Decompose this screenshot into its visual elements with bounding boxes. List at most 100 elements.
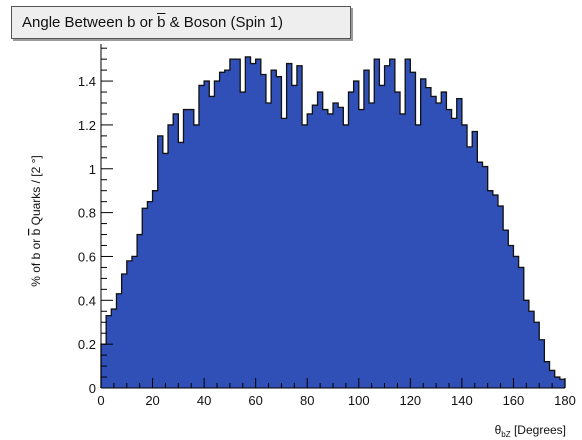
histogram-bar — [523, 300, 530, 388]
histogram-bar — [348, 92, 355, 389]
histogram-bar — [131, 256, 138, 388]
histogram-bar — [183, 109, 190, 389]
x-tick-label: 180 — [554, 393, 576, 408]
histogram-bar — [415, 124, 422, 388]
y-tick-label: 0.6 — [78, 249, 96, 264]
x-tick-label: 160 — [503, 393, 525, 408]
x-axis-label: θbZ [Degrees] — [495, 423, 566, 439]
histogram-bar — [477, 162, 483, 388]
axis-ticks — [100, 47, 566, 389]
x-tick-label: 140 — [451, 393, 473, 408]
histogram-bar — [513, 256, 519, 388]
histogram-bar — [286, 63, 293, 389]
histogram-bar — [245, 56, 251, 388]
histogram-bar — [482, 166, 489, 388]
y-tick-label: 0.4 — [78, 293, 96, 308]
histogram-bar — [255, 59, 262, 389]
histogram-bar — [430, 96, 437, 388]
x-label-theta: θ — [495, 423, 502, 437]
histogram-bar — [168, 124, 174, 388]
x-tick-label: 80 — [300, 393, 314, 408]
title-text-pre: Angle Between b or — [22, 14, 158, 31]
histogram-bar — [374, 59, 380, 389]
histogram-bar — [405, 59, 411, 389]
y-tick-label: 0.2 — [78, 337, 96, 352]
histogram-bar — [137, 234, 143, 388]
histogram-bar — [534, 322, 540, 388]
y-tick-label: 1 — [89, 162, 96, 177]
histogram-bar — [126, 260, 133, 388]
histogram-bar — [487, 190, 494, 388]
histogram-bar — [302, 124, 308, 388]
histogram-bar — [224, 70, 231, 388]
histogram-bar — [219, 72, 226, 389]
histogram-bar — [420, 78, 427, 388]
y-tick-label: 0.8 — [78, 206, 96, 221]
histogram-bar — [157, 135, 164, 388]
histogram-bar — [508, 245, 514, 388]
histogram-bar — [333, 103, 339, 388]
histogram-bar — [250, 63, 257, 389]
y-tick-label: 1.4 — [78, 74, 96, 89]
histogram-bar — [106, 315, 112, 388]
x-label-unit: [Degrees] — [511, 423, 566, 437]
histogram-bar — [554, 377, 561, 388]
histogram-bar — [229, 59, 236, 389]
histogram-bar — [312, 105, 318, 388]
histogram-bar — [369, 103, 375, 388]
histogram-bar — [240, 92, 246, 389]
histogram-bar — [111, 309, 117, 388]
x-tick-label: 0 — [97, 393, 104, 408]
histogram-bar — [559, 379, 566, 388]
histogram-bar — [441, 92, 447, 389]
histogram-bar — [343, 124, 349, 388]
histogram-bar — [235, 59, 241, 389]
histogram-bar — [162, 153, 169, 388]
histogram-bar — [291, 85, 298, 388]
histogram-bar — [188, 109, 195, 389]
histogram-bar — [363, 70, 370, 388]
chart-title: Angle Between b or b & Boson (Spin 1) — [11, 6, 351, 39]
histogram-bar — [322, 109, 329, 389]
y-tick-label: 1.2 — [78, 118, 96, 133]
histogram-bar — [518, 267, 525, 388]
y-axis-label: % of b or b Quarks / [2 °] — [29, 155, 43, 287]
histogram-bar — [539, 339, 545, 388]
histogram-bar — [492, 195, 499, 388]
axis-tick-labels: 0 20 40 60 80 100 120 140 160 180 0 0.2 0.4 0.6 0.8 1 1.… — [78, 74, 576, 408]
histogram-bar — [446, 109, 452, 389]
histogram-bars — [101, 56, 566, 389]
histogram-bar — [209, 96, 215, 388]
histogram-bar — [389, 59, 396, 389]
histogram-bar — [204, 81, 210, 389]
histogram-bar — [410, 72, 416, 389]
histogram-bar — [400, 113, 406, 388]
x-tick-label: 100 — [348, 393, 370, 408]
histogram-bar — [265, 103, 272, 388]
histogram-bar — [358, 109, 365, 389]
histogram-bar — [497, 206, 504, 388]
histogram-bar — [281, 118, 287, 388]
histogram-bar — [173, 113, 179, 388]
title-bbar: b — [157, 14, 166, 31]
histogram-bar — [379, 85, 385, 388]
histogram-bar — [296, 65, 303, 388]
histogram-bar — [503, 230, 509, 388]
histogram-bar — [276, 76, 282, 388]
x-label-sub: bZ — [501, 430, 510, 439]
histogram-bar — [317, 92, 324, 389]
histogram-bar — [152, 190, 159, 388]
x-tick-label: 20 — [145, 393, 159, 408]
histogram-bar — [467, 146, 473, 388]
histogram-bar — [472, 131, 478, 388]
title-text-post: & Boson (Spin 1) — [165, 14, 283, 31]
y-label-bbar: b — [29, 228, 43, 235]
y-label-post: Quarks / [2 °] — [29, 155, 43, 229]
histogram-bar — [549, 370, 556, 388]
histogram-bar — [544, 361, 550, 388]
histogram-bar — [327, 113, 334, 388]
x-tick-label: 40 — [197, 393, 211, 408]
histogram-bar — [260, 74, 267, 388]
histogram-bar — [436, 103, 442, 388]
